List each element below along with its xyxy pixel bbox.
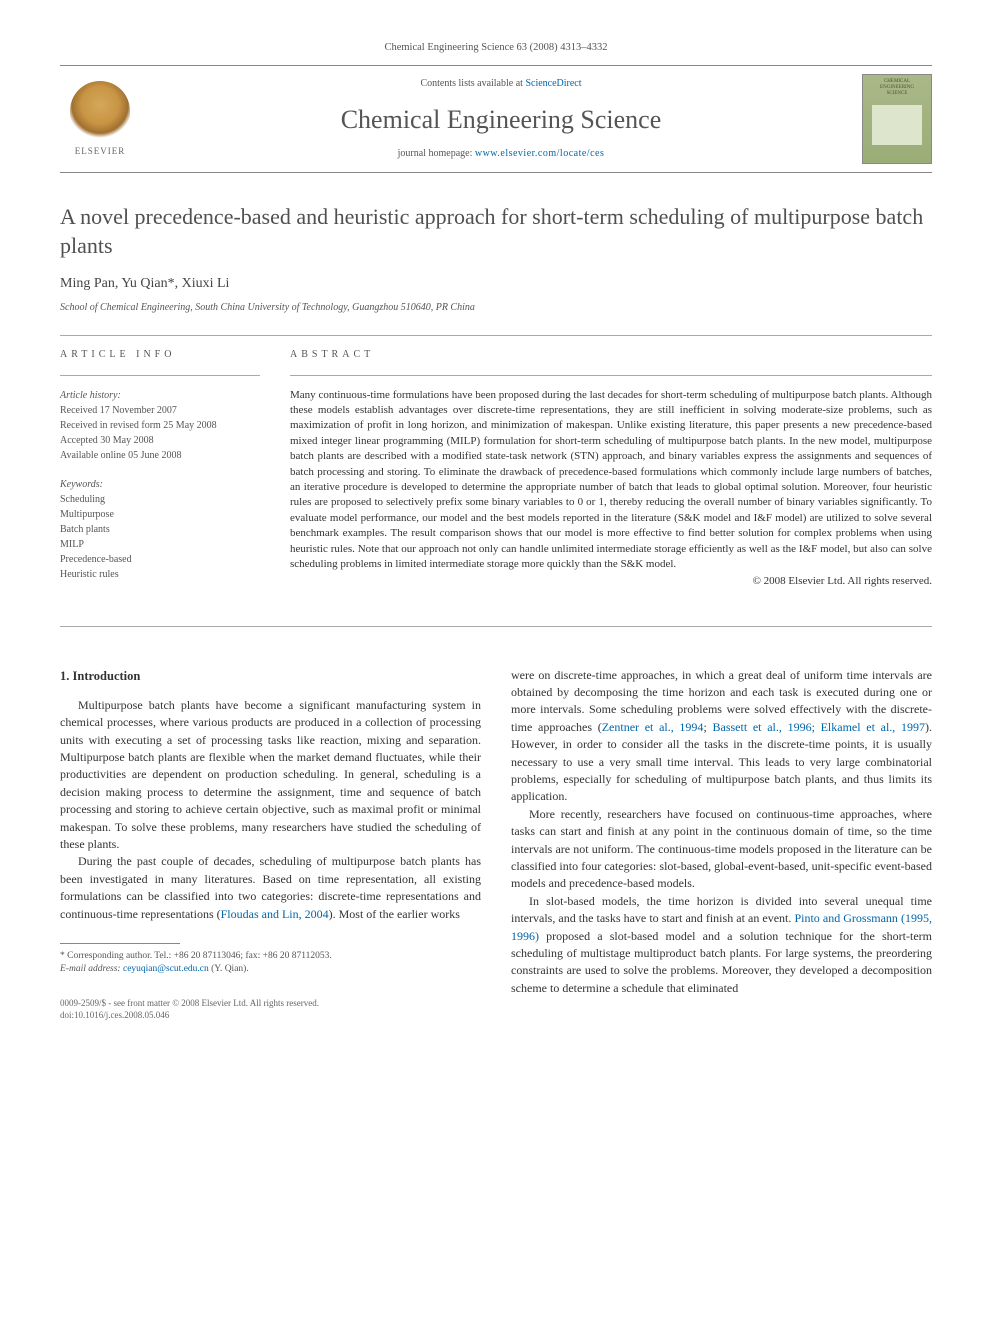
keyword-2: Multipurpose bbox=[60, 507, 260, 522]
body-columns: 1. Introduction Multipurpose batch plant… bbox=[60, 667, 932, 1022]
homepage-link[interactable]: www.elsevier.com/locate/ces bbox=[475, 148, 604, 159]
body-column-right: were on discrete-time approaches, in whi… bbox=[511, 667, 932, 1022]
intro-p1: Multipurpose batch plants have become a … bbox=[60, 697, 481, 854]
ref-bassett-elkamel[interactable]: Bassett et al., 1996; Elkamel et al., 19… bbox=[712, 720, 925, 734]
keyword-5: Precedence-based bbox=[60, 552, 260, 567]
keyword-4: MILP bbox=[60, 537, 260, 552]
email-line: E-mail address: ceyuqian@scut.edu.cn (Y.… bbox=[60, 963, 481, 976]
sciencedirect-link[interactable]: ScienceDirect bbox=[525, 78, 581, 89]
history-label: Article history: bbox=[60, 388, 260, 403]
info-abstract-row: ARTICLE INFO Article history: Received 1… bbox=[60, 348, 932, 596]
contents-prefix: Contents lists available at bbox=[420, 78, 525, 89]
authors: Ming Pan, Yu Qian*, Xiuxi Li bbox=[60, 274, 932, 294]
footer-line1: 0009-2509/$ - see front matter © 2008 El… bbox=[60, 997, 481, 1010]
col2-p1: were on discrete-time approaches, in whi… bbox=[511, 667, 932, 806]
cover-text-3: SCIENCE bbox=[887, 91, 908, 97]
journal-cover-thumbnail: CHEMICAL ENGINEERING SCIENCE bbox=[862, 74, 932, 164]
info-divider-1 bbox=[60, 375, 260, 376]
homepage-line: journal homepage: www.elsevier.com/locat… bbox=[160, 147, 842, 162]
keyword-1: Scheduling bbox=[60, 492, 260, 507]
email-label: E-mail address: bbox=[60, 964, 123, 974]
elsevier-tree-icon bbox=[70, 81, 130, 141]
abstract-divider bbox=[290, 375, 932, 376]
footer-block: 0009-2509/$ - see front matter © 2008 El… bbox=[60, 997, 481, 1022]
divider-top bbox=[60, 335, 932, 336]
history-accepted: Accepted 30 May 2008 bbox=[60, 433, 260, 448]
contents-line: Contents lists available at ScienceDirec… bbox=[160, 77, 842, 92]
abstract-text: Many continuous-time formulations have b… bbox=[290, 388, 932, 573]
divider-bottom bbox=[60, 626, 932, 627]
intro-p2b: ). Most of the earlier works bbox=[329, 907, 460, 921]
keywords-block: Keywords: Scheduling Multipurpose Batch … bbox=[60, 477, 260, 582]
article-title: A novel precedence-based and heuristic a… bbox=[60, 203, 932, 260]
footer-line2: doi:10.1016/j.ces.2008.05.046 bbox=[60, 1009, 481, 1022]
corresponding-author-footnote: * Corresponding author. Tel.: +86 20 871… bbox=[60, 950, 481, 977]
header-center: Contents lists available at ScienceDirec… bbox=[140, 77, 862, 162]
article-info-label: ARTICLE INFO bbox=[60, 348, 260, 363]
abstract-label: ABSTRACT bbox=[290, 348, 932, 363]
col2-p3: In slot-based models, the time horizon i… bbox=[511, 893, 932, 997]
history-received: Received 17 November 2007 bbox=[60, 403, 260, 418]
ref-floudas-lin[interactable]: Floudas and Lin, 2004 bbox=[221, 907, 329, 921]
keyword-6: Heuristic rules bbox=[60, 567, 260, 582]
cover-image-placeholder bbox=[872, 105, 922, 145]
elsevier-logo: ELSEVIER bbox=[60, 74, 140, 164]
ref-zentner[interactable]: Zentner et al., 1994 bbox=[602, 720, 704, 734]
history-revised: Received in revised form 25 May 2008 bbox=[60, 418, 260, 433]
abstract-copyright: © 2008 Elsevier Ltd. All rights reserved… bbox=[290, 574, 932, 590]
article-history: Article history: Received 17 November 20… bbox=[60, 388, 260, 463]
elsevier-label: ELSEVIER bbox=[75, 145, 126, 158]
journal-citation: Chemical Engineering Science 63 (2008) 4… bbox=[60, 40, 932, 55]
keyword-3: Batch plants bbox=[60, 522, 260, 537]
body-column-left: 1. Introduction Multipurpose batch plant… bbox=[60, 667, 481, 1022]
email-link[interactable]: ceyuqian@scut.edu.cn bbox=[123, 964, 209, 974]
homepage-prefix: journal homepage: bbox=[398, 148, 475, 159]
article-info-column: ARTICLE INFO Article history: Received 1… bbox=[60, 348, 260, 596]
footnote-divider bbox=[60, 943, 180, 944]
history-online: Available online 05 June 2008 bbox=[60, 448, 260, 463]
keywords-label: Keywords: bbox=[60, 477, 260, 492]
intro-heading: 1. Introduction bbox=[60, 667, 481, 685]
col2-p2: More recently, researchers have focused … bbox=[511, 806, 932, 893]
abstract-column: ABSTRACT Many continuous-time formulatio… bbox=[290, 348, 932, 596]
corresponding-line: * Corresponding author. Tel.: +86 20 871… bbox=[60, 950, 481, 963]
affiliation: School of Chemical Engineering, South Ch… bbox=[60, 301, 932, 316]
col2-p3b: proposed a slot-based model and a soluti… bbox=[511, 929, 932, 995]
journal-name: Chemical Engineering Science bbox=[160, 101, 842, 139]
intro-p2: During the past couple of decades, sched… bbox=[60, 853, 481, 923]
email-suffix: (Y. Qian). bbox=[209, 964, 249, 974]
journal-header-box: ELSEVIER Contents lists available at Sci… bbox=[60, 65, 932, 173]
